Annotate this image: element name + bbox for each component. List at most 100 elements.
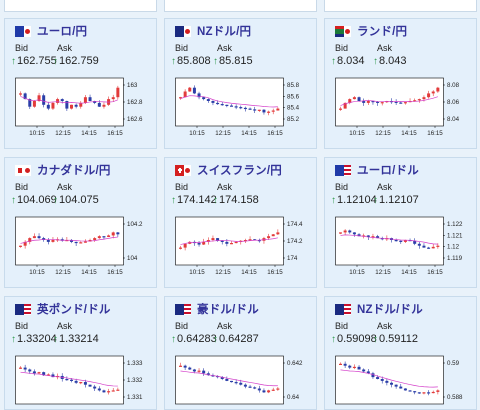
candle-body bbox=[220, 377, 224, 379]
bid-price: 8.034 bbox=[337, 55, 365, 67]
currency-card[interactable]: カナダドル/円 Bid Ask ↑104.069 ↑104.075 104.2 104 10:… bbox=[4, 157, 157, 288]
x-tick-label: 12:15 bbox=[375, 130, 391, 137]
candle-body bbox=[19, 93, 22, 95]
pair-name-link[interactable]: 英ポンド/ドル bbox=[37, 304, 111, 316]
pair-name-link[interactable]: 豪ドル/ドル bbox=[197, 304, 259, 316]
y-tick-label: 0.64 bbox=[287, 394, 300, 401]
up-arrow-icon: ↑ bbox=[331, 56, 336, 67]
bid-label: Bid bbox=[175, 321, 189, 331]
y-tick-label: 8.04 bbox=[447, 116, 460, 123]
candle-body bbox=[366, 101, 370, 103]
pair-title[interactable]: NZドル/ドル bbox=[335, 301, 423, 317]
bid-label: Bid bbox=[335, 43, 349, 53]
up-arrow-icon: ↑ bbox=[373, 195, 378, 206]
x-tick-label: 10:15 bbox=[189, 269, 205, 276]
currency-card[interactable]: スイスフラン/円 Bid Ask ↑174.142 ↑174.158 174.4 174.2… bbox=[164, 157, 317, 288]
candle-body bbox=[394, 240, 398, 242]
pair-title[interactable]: NZドル/円 bbox=[175, 23, 251, 39]
candle-body bbox=[102, 390, 106, 393]
candle-body bbox=[431, 91, 435, 94]
candle-body bbox=[385, 380, 389, 383]
x-tick-label: 12:15 bbox=[55, 130, 71, 137]
currency-card[interactable]: NZドル/ドル Bid Ask ↑0.59098 ↑0.59112 0.59 0.588 bbox=[324, 296, 477, 410]
y-tick-label: 162.8 bbox=[127, 99, 143, 106]
candle-body bbox=[234, 241, 238, 244]
x-tick-label: 16:15 bbox=[267, 269, 283, 276]
pair-name-link[interactable]: スイスフラン/円 bbox=[197, 165, 282, 177]
candle-body bbox=[380, 379, 384, 381]
ask-value: ↑8.043 bbox=[373, 55, 407, 67]
bid-value: ↑85.808 bbox=[171, 55, 211, 67]
currency-card[interactable]: NZドル/円 Bid Ask ↑85.808 ↑85.815 85.8 85.6 85.4 85… bbox=[164, 18, 317, 149]
currency-card[interactable]: ユーロ/ドル Bid Ask ↑1.12104 ↑1.12107 1.122 1.121 1.… bbox=[324, 157, 477, 288]
candle-body bbox=[267, 111, 271, 113]
x-tick-label: 14:15 bbox=[81, 269, 97, 276]
candle-body bbox=[102, 236, 106, 238]
ask-price: 162.759 bbox=[59, 55, 99, 67]
currency-card[interactable]: ランド/円 Bid Ask ↑8.034 ↑8.043 8.08 8.06 8.04 10:15… bbox=[324, 18, 477, 149]
candle-body bbox=[413, 240, 417, 244]
candle-body bbox=[436, 245, 440, 247]
ask-price: 0.64287 bbox=[219, 333, 259, 345]
currency-card[interactable]: ユーロ/円 Bid Ask ↑162.755 ↑162.759 163 162.8 162.6… bbox=[4, 18, 157, 149]
pair-name-link[interactable]: NZドル/円 bbox=[197, 26, 252, 38]
ask-label: Ask bbox=[57, 43, 73, 53]
candle-body bbox=[271, 110, 275, 112]
candle-body bbox=[376, 101, 380, 103]
pair-name-link[interactable]: ユーロ/ドル bbox=[357, 165, 419, 177]
ask-label: Ask bbox=[217, 43, 233, 53]
pair-name-link[interactable]: ランド/円 bbox=[357, 26, 408, 38]
pair-title[interactable]: カナダドル/円 bbox=[15, 162, 111, 178]
candle-body bbox=[234, 106, 238, 108]
candle-body bbox=[202, 97, 206, 100]
candle-body bbox=[339, 363, 342, 365]
ask-price: 0.59112 bbox=[379, 333, 418, 345]
price-chart: 1.122 1.121 1.12 1.119 10:15 12:15 14:15 16:15 bbox=[335, 216, 463, 276]
bid-label: Bid bbox=[335, 321, 349, 331]
y-tick-label: 174 bbox=[287, 255, 298, 262]
moving-average-line bbox=[340, 369, 438, 388]
currency-card[interactable]: 豪ドル/ドル Bid Ask ↑0.64283 ↑0.64287 0.642 0.64 bbox=[164, 296, 317, 410]
candle-body bbox=[19, 245, 22, 247]
pair-title[interactable]: 英ポンド/ドル bbox=[15, 301, 111, 317]
candle-body bbox=[248, 108, 252, 110]
x-tick-label: 12:15 bbox=[55, 269, 71, 276]
candle-body bbox=[399, 386, 403, 389]
candle-body bbox=[357, 234, 361, 237]
candle-body bbox=[362, 369, 366, 372]
y-tick-label: 174.2 bbox=[287, 238, 303, 245]
candle-body bbox=[257, 240, 261, 242]
pair-title[interactable]: 豪ドル/ドル bbox=[175, 301, 259, 317]
candle-body bbox=[83, 97, 87, 103]
candle-body bbox=[37, 236, 41, 239]
candle-body bbox=[422, 245, 426, 248]
bid-price: 0.64283 bbox=[177, 333, 217, 345]
candle-body bbox=[93, 238, 97, 240]
candle-body bbox=[183, 365, 187, 368]
eu-jp-flag-icon bbox=[15, 25, 31, 37]
candle-body bbox=[46, 374, 50, 376]
candle-body bbox=[343, 230, 347, 233]
pair-title[interactable]: スイスフラン/円 bbox=[175, 162, 282, 178]
candle-body bbox=[211, 238, 215, 240]
pair-title[interactable]: ユーロ/円 bbox=[15, 23, 87, 39]
pair-title[interactable]: ユーロ/ドル bbox=[335, 162, 419, 178]
candle-body bbox=[74, 104, 78, 107]
candle-body bbox=[376, 377, 380, 379]
up-arrow-icon: ↑ bbox=[331, 195, 336, 206]
pair-title[interactable]: ランド/円 bbox=[335, 23, 407, 39]
bid-price: 0.59098 bbox=[337, 333, 377, 345]
ask-price: 174.158 bbox=[219, 194, 259, 206]
up-arrow-icon: ↑ bbox=[373, 334, 378, 345]
moving-average-line bbox=[180, 237, 278, 245]
candle-body bbox=[399, 102, 403, 104]
y-tick-label: 1.121 bbox=[447, 232, 463, 239]
pair-name-link[interactable]: カナダドル/円 bbox=[37, 165, 111, 177]
pair-name-link[interactable]: ユーロ/円 bbox=[37, 26, 88, 38]
candle-body bbox=[93, 386, 97, 389]
x-tick-label: 10:15 bbox=[29, 269, 45, 276]
currency-card[interactable]: 英ポンド/ドル Bid Ask ↑1.33204 ↑1.33214 1.333 1.332 1… bbox=[4, 296, 157, 410]
pair-name-link[interactable]: NZドル/ドル bbox=[357, 304, 423, 316]
candle-body bbox=[179, 97, 182, 99]
candle-body bbox=[42, 372, 46, 376]
